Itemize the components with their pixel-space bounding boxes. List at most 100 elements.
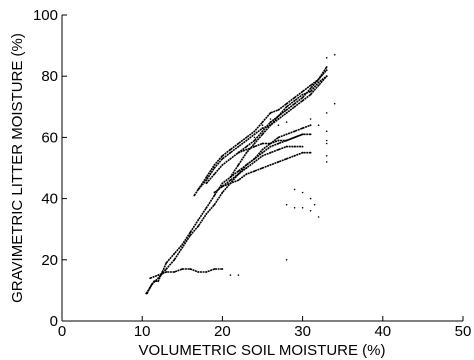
data-point [205,206,208,209]
data-point [181,243,184,246]
data-point [309,197,312,200]
data-point [205,179,208,182]
data-point [261,133,264,136]
data-point [253,136,256,139]
data-point [213,164,216,166]
data-point [309,90,312,93]
data-point [293,188,296,191]
data-point [301,151,304,154]
data-point [221,154,224,157]
data-point [213,167,216,169]
data-point [301,99,304,102]
data-point [293,130,296,133]
data-point [261,167,264,169]
data-point [325,161,328,163]
data-point [197,225,200,228]
data-point [285,109,288,111]
data-point [325,112,328,114]
data-point [205,271,208,273]
data-point [205,176,208,179]
data-point [229,176,232,179]
data-point [325,69,328,71]
data-point [261,154,264,157]
data-point [261,148,264,151]
data-point [245,167,248,169]
data-point [325,142,328,145]
data-point [237,274,240,276]
data-point [313,203,316,206]
data-point [205,213,208,215]
x-tick-label: 40 [374,323,391,340]
x-axis-title: VOLUMETRIC SOIL MOISTURE (%) [139,342,386,359]
data-point [173,271,176,273]
data-point [293,96,296,99]
data-point [317,84,320,87]
data-point [197,271,200,273]
data-point [221,157,224,160]
data-point [237,151,240,154]
data-point [277,142,280,145]
data-point [285,203,288,206]
data-point [197,188,200,191]
data-point [293,136,296,139]
data-point [293,145,296,148]
data-point [269,121,272,123]
series-trace [237,75,328,154]
data-point [213,194,216,197]
data-series-1 [145,66,328,295]
data-point [157,274,160,276]
data-point [317,124,320,126]
data-point [301,191,304,194]
data-point [309,118,312,120]
data-point [269,164,272,166]
data-series-10 [149,268,224,280]
data-point [301,93,304,96]
data-point [229,148,232,151]
data-point [237,142,240,145]
data-point [301,96,304,99]
plot-area [61,15,463,322]
data-series-6 [213,145,304,194]
data-point [213,203,216,206]
data-series-11 [229,54,336,276]
data-point [197,219,200,221]
axis-ticks: 0 10 20 30 40 50 0 20 40 60 80 100 [33,7,471,340]
data-point [269,124,272,127]
data-point [165,262,168,264]
y-tick-label: 100 [33,7,58,24]
data-point [165,268,168,270]
data-point [285,112,288,114]
series-trace [222,151,311,188]
data-point [181,246,184,249]
data-point [269,142,272,145]
data-point [285,145,288,148]
data-point [237,170,240,173]
data-point [261,151,264,154]
data-series-8 [229,133,312,179]
series-trace [193,75,328,196]
data-point [229,151,232,154]
x-tick-label: 10 [134,323,151,340]
data-point [317,78,320,81]
data-point [253,139,256,142]
x-tick-label: 0 [58,323,66,340]
data-point [277,109,280,111]
data-point [237,179,240,182]
data-point [221,268,224,270]
data-point [245,164,248,166]
data-point [221,185,224,188]
data-point [213,173,216,176]
y-axis-title: GRAVIMETRIC LITTER MOISTURE (%) [9,33,26,303]
data-point [285,139,288,142]
data-point [285,105,288,108]
data-point [157,277,160,280]
data-point [269,112,272,114]
data-point [245,173,248,176]
data-marks [145,54,336,295]
data-point [245,148,248,151]
data-point [277,148,280,151]
data-point [301,127,304,130]
data-point [173,258,176,261]
data-point [189,268,192,270]
data-point [229,182,232,185]
